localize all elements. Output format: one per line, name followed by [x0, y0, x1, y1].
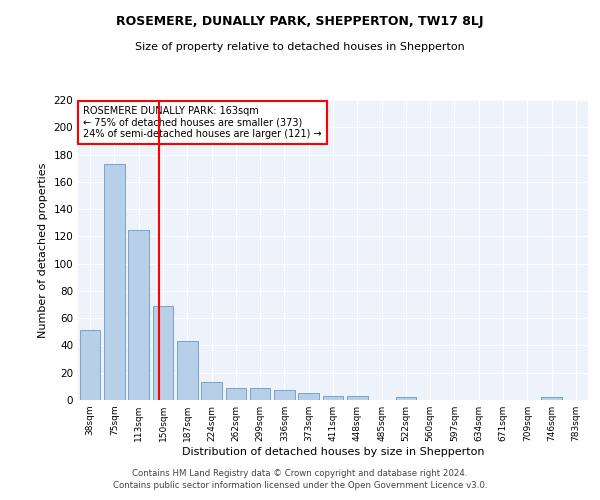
Bar	[226, 388, 246, 400]
Bar	[177, 342, 197, 400]
Bar	[347, 396, 368, 400]
Y-axis label: Number of detached properties: Number of detached properties	[38, 162, 48, 338]
Text: Contains HM Land Registry data © Crown copyright and database right 2024.: Contains HM Land Registry data © Crown c…	[132, 468, 468, 477]
Bar	[298, 393, 319, 400]
Text: Contains public sector information licensed under the Open Government Licence v3: Contains public sector information licen…	[113, 481, 487, 490]
Text: ROSEMERE, DUNALLY PARK, SHEPPERTON, TW17 8LJ: ROSEMERE, DUNALLY PARK, SHEPPERTON, TW17…	[116, 15, 484, 28]
Bar	[201, 382, 222, 400]
Bar	[395, 398, 416, 400]
Bar	[104, 164, 125, 400]
X-axis label: Distribution of detached houses by size in Shepperton: Distribution of detached houses by size …	[182, 447, 484, 457]
Bar	[250, 388, 271, 400]
Bar	[323, 396, 343, 400]
Text: Size of property relative to detached houses in Shepperton: Size of property relative to detached ho…	[135, 42, 465, 52]
Bar	[274, 390, 295, 400]
Bar	[80, 330, 100, 400]
Bar	[541, 398, 562, 400]
Text: ROSEMERE DUNALLY PARK: 163sqm
← 75% of detached houses are smaller (373)
24% of : ROSEMERE DUNALLY PARK: 163sqm ← 75% of d…	[83, 106, 322, 139]
Bar	[128, 230, 149, 400]
Bar	[152, 306, 173, 400]
